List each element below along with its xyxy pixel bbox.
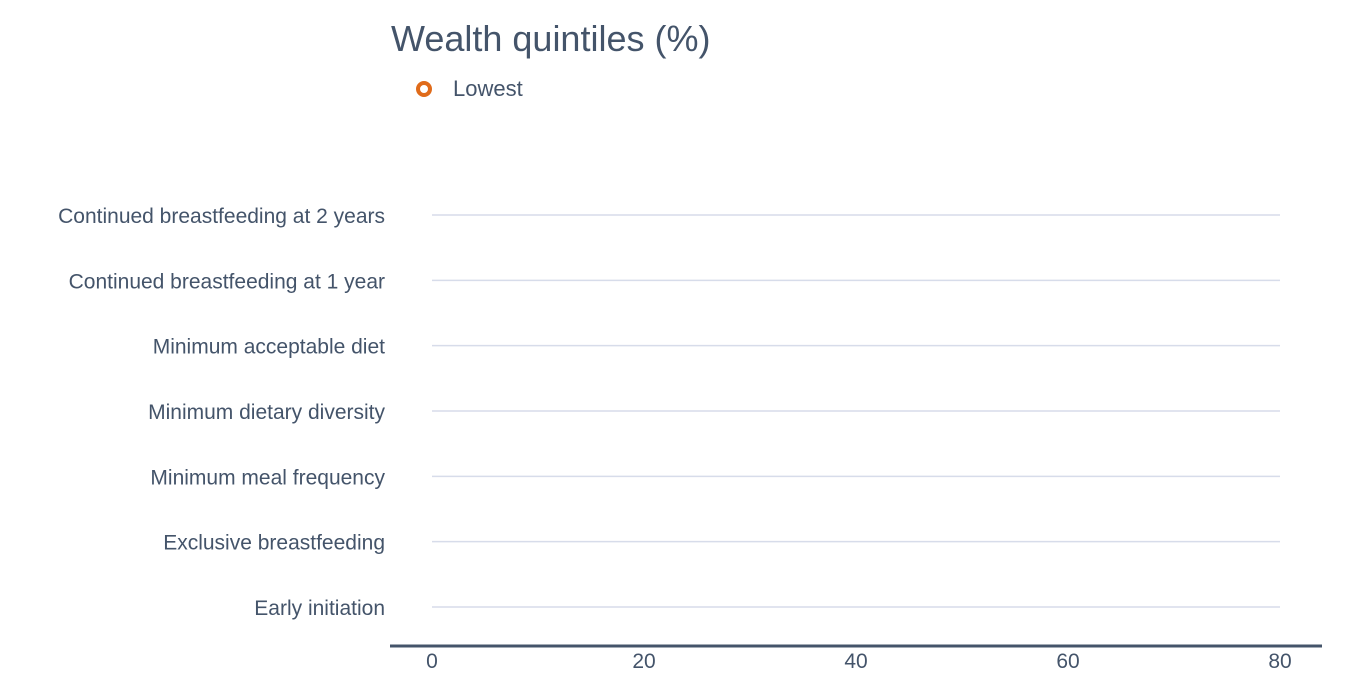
category-label: Continued breastfeeding at 2 years [58,205,385,228]
category-label: Minimum acceptable diet [153,336,385,359]
category-label: Minimum meal frequency [150,466,385,489]
x-axis-ticks: 0 20 40 60 80 [426,650,1292,673]
x-tick-label: 60 [1056,650,1079,673]
legend-marker-circle-icon [416,81,432,97]
category-rows: Continued breastfeeding at 2 years Contin… [58,205,1280,620]
x-tick-label: 40 [844,650,867,673]
category-label: Early initiation [254,597,385,620]
category-label: Exclusive breastfeeding [163,532,385,555]
legend[interactable]: Lowest [416,76,523,102]
category-label: Continued breastfeeding at 1 year [69,270,385,293]
x-tick-label: 80 [1268,650,1291,673]
legend-label-lowest: Lowest [453,76,523,101]
x-tick-label: 0 [426,650,438,673]
category-label: Minimum dietary diversity [148,401,385,424]
x-tick-label: 20 [632,650,655,673]
chart-title: Wealth quintiles (%) [391,18,711,59]
